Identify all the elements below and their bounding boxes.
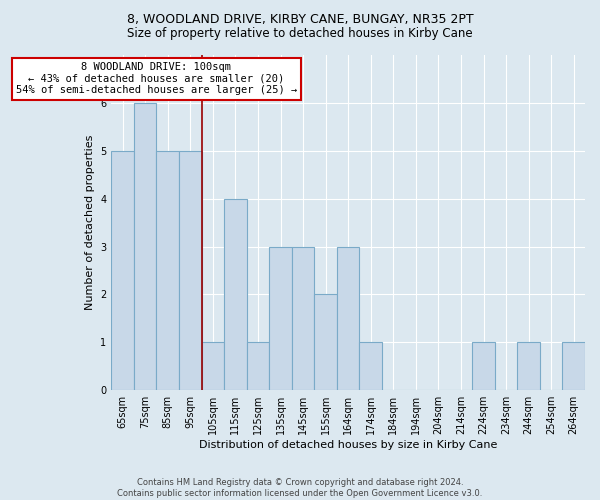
Text: Size of property relative to detached houses in Kirby Cane: Size of property relative to detached ho…: [127, 28, 473, 40]
Text: Contains HM Land Registry data © Crown copyright and database right 2024.
Contai: Contains HM Land Registry data © Crown c…: [118, 478, 482, 498]
Bar: [517, 342, 540, 390]
Bar: [247, 342, 269, 390]
X-axis label: Distribution of detached houses by size in Kirby Cane: Distribution of detached houses by size …: [199, 440, 497, 450]
Bar: [112, 151, 134, 390]
Text: 8 WOODLAND DRIVE: 100sqm
← 43% of detached houses are smaller (20)
54% of semi-d: 8 WOODLAND DRIVE: 100sqm ← 43% of detach…: [16, 62, 297, 96]
Bar: [224, 198, 247, 390]
Bar: [337, 246, 359, 390]
Bar: [269, 246, 292, 390]
Bar: [202, 342, 224, 390]
Text: 8, WOODLAND DRIVE, KIRBY CANE, BUNGAY, NR35 2PT: 8, WOODLAND DRIVE, KIRBY CANE, BUNGAY, N…: [127, 12, 473, 26]
Bar: [157, 151, 179, 390]
Bar: [472, 342, 495, 390]
Bar: [179, 151, 202, 390]
Y-axis label: Number of detached properties: Number of detached properties: [85, 135, 95, 310]
Bar: [292, 246, 314, 390]
Bar: [359, 342, 382, 390]
Bar: [314, 294, 337, 390]
Bar: [134, 103, 157, 390]
Bar: [562, 342, 585, 390]
